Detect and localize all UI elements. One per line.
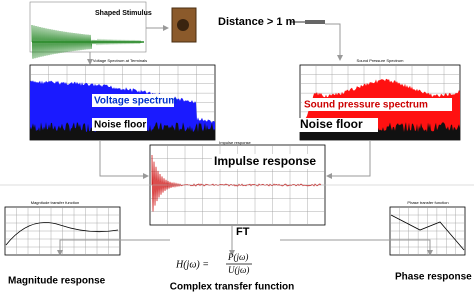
signal-label: Sound pressure spectrum	[304, 100, 428, 111]
noise-label: Noise floor	[300, 117, 363, 131]
impulse-label: Impulse response	[214, 154, 316, 168]
panel-title: Magnitude transfer function	[31, 200, 79, 205]
label-box	[302, 98, 452, 111]
label-box	[92, 118, 147, 131]
formula-lhs: H(jω) =	[175, 259, 209, 270]
formula-denominator: U(jω)	[228, 265, 249, 275]
signal-area	[30, 80, 215, 140]
microphone	[305, 20, 325, 24]
noise-label: Noise floor	[94, 120, 146, 131]
stimulus-label: Shaped Stimulus	[95, 10, 152, 17]
panel-title: Sound Pressure Spectrum	[357, 58, 405, 63]
noise-area	[300, 122, 460, 140]
magnitude-curve	[5, 222, 119, 246]
caption: Phase response	[395, 272, 472, 283]
arrow	[325, 23, 343, 61]
panel-title: Phase transfer function	[407, 200, 448, 205]
panel-title: Impulse response	[219, 140, 251, 145]
phase-curve	[390, 214, 465, 251]
label-box	[212, 154, 324, 169]
label-box	[92, 94, 174, 107]
label-box	[298, 118, 378, 132]
distance-label: Distance > 1 m	[218, 16, 296, 28]
formula-numerator: P(jω)	[227, 252, 248, 262]
arrow	[280, 239, 433, 256]
transform-label: FT	[236, 226, 250, 238]
arrow	[57, 239, 170, 256]
caption: Complex transfer function	[170, 282, 294, 293]
arrow	[326, 140, 371, 179]
arrow	[99, 140, 149, 179]
signal-label: Voltage spectrum	[94, 96, 177, 107]
noise-area	[30, 122, 215, 140]
decoration	[0, 1, 474, 256]
speaker-cone	[177, 19, 189, 31]
caption: Magnitude response	[8, 276, 106, 287]
panel-title: Voltage Spectrum at Terminals	[93, 58, 147, 63]
